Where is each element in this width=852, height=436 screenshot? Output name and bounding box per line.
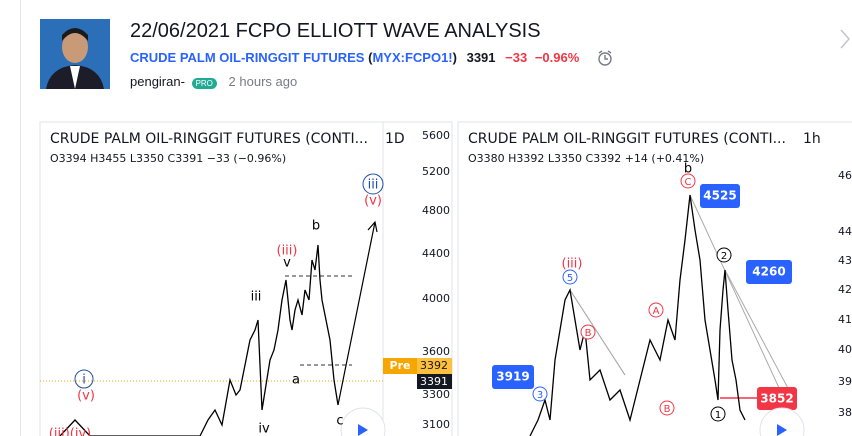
wave-circle: [580, 324, 596, 340]
author-line: pengiran- PRO 2 hours ago: [130, 74, 297, 89]
avatar: [40, 19, 110, 89]
change: −33: [505, 50, 528, 65]
axis-label: 4200: [838, 283, 852, 296]
wave-label: v: [283, 256, 291, 271]
price-path: [59, 244, 339, 436]
wave-label: (iii): [277, 244, 298, 259]
play-button[interactable]: [340, 407, 386, 436]
pre-price: 3392: [420, 359, 448, 372]
projection-arrow: [337, 220, 378, 406]
guide-line: [569, 289, 626, 376]
price-box: [700, 184, 740, 208]
wave-label: 1: [715, 410, 721, 421]
price-box: [746, 260, 792, 284]
divider: [20, 0, 21, 436]
price-box: [492, 365, 534, 389]
pro-badge: PRO: [191, 78, 217, 89]
price-path: [529, 194, 746, 436]
axis-label: 4600: [838, 169, 852, 182]
wave-circle: [532, 386, 548, 402]
wave-label: c: [336, 414, 343, 429]
wave-label: 3: [537, 390, 543, 401]
play-icon[interactable]: [358, 424, 368, 436]
price: 3391: [466, 50, 496, 65]
wave-label: b: [312, 219, 320, 234]
chart-title: CRUDE PALM OIL-RINGGIT FUTURES (CONTI...: [468, 131, 786, 147]
axis-label: 4800: [422, 204, 450, 217]
author[interactable]: pengiran-: [130, 74, 185, 89]
wave-circle: [710, 406, 726, 422]
axis-label: 3100: [422, 418, 450, 431]
wave-label: (v): [77, 389, 95, 404]
wave-label: B: [664, 404, 671, 415]
symbol-code[interactable]: MYX:FCPO1!: [372, 50, 453, 65]
axis-label: 3900: [838, 375, 852, 388]
price-box-label: 3852: [760, 392, 793, 406]
wave-label: i: [82, 373, 86, 388]
axis-label: 3800: [838, 406, 852, 419]
pre-price-box: [417, 358, 452, 374]
price-box-label: 4260: [752, 265, 785, 279]
change-pct: −0.96%: [534, 50, 580, 65]
axis-label: 3600: [422, 345, 450, 358]
ohlc: O3394 H3455 L3350 C3391 −33 (−0.96%): [50, 152, 286, 165]
last-price: 3391: [420, 375, 448, 388]
wave-label: b: [684, 162, 692, 177]
chart-title: CRUDE PALM OIL-RINGGIT FUTURES (CONTI...: [50, 131, 368, 147]
interval: 1h: [803, 131, 821, 147]
axis-label: 5200: [422, 165, 450, 178]
symbol-name[interactable]: CRUDE PALM OIL-RINGGIT FUTURES: [130, 50, 365, 65]
wave-label: a: [292, 373, 300, 388]
play-icon[interactable]: [777, 424, 787, 436]
idea-title: 22/06/2021 FCPO ELLIOTT WAVE ANALYSIS: [130, 20, 541, 42]
wave-label: iv: [258, 422, 270, 436]
wave-label: 5: [567, 273, 573, 284]
wave-label: iii: [251, 290, 262, 305]
ohlc: O3380 H3392 L3350 C3392 +14 (+0.41%): [468, 152, 704, 165]
time: 2 hours ago: [228, 74, 298, 89]
wave-circle: [362, 173, 384, 195]
wave-circle: [562, 269, 578, 285]
axis-label: 5600: [422, 129, 450, 142]
axis-label: 3300: [422, 388, 450, 401]
next-arrow[interactable]: [838, 28, 852, 50]
wave-label: iii: [368, 178, 379, 193]
play-button[interactable]: [759, 407, 805, 436]
wave-label: 2: [721, 251, 727, 262]
symbol-line: CRUDE PALM OIL-RINGGIT FUTURES (MYX:FCPO…: [130, 50, 580, 65]
wave-circle: [716, 247, 732, 263]
axis-label: 4100: [838, 313, 852, 326]
wave-circle: [74, 369, 94, 389]
wave-label: C: [685, 177, 692, 188]
wave-circle: [680, 173, 696, 189]
wave-label: (iii): [562, 257, 583, 272]
pre-label: Pre: [390, 359, 411, 372]
axis-label: 4400: [422, 247, 450, 260]
wave-label: B: [585, 328, 592, 339]
price-box: [757, 387, 797, 410]
wave-circle: [659, 400, 675, 416]
guide-line: [724, 269, 791, 393]
guide-line: [689, 194, 781, 391]
last-price-box: [417, 374, 452, 389]
interval: 1D: [385, 131, 405, 147]
axis-label: 4300: [838, 254, 852, 267]
alert-icon[interactable]: [596, 49, 614, 67]
price-box-label: 3919: [496, 370, 529, 384]
wave-label: (iii)(iv): [49, 427, 91, 436]
axis-label: 4000: [838, 343, 852, 356]
wave-circle: [648, 302, 664, 318]
wave-label: (v): [364, 194, 382, 209]
price-box-label: 4525: [703, 189, 736, 203]
axis-label: 4000: [422, 292, 450, 305]
axis-label: 4400: [838, 225, 852, 238]
wave-label: A: [653, 306, 660, 317]
left-panel: [39, 121, 453, 436]
